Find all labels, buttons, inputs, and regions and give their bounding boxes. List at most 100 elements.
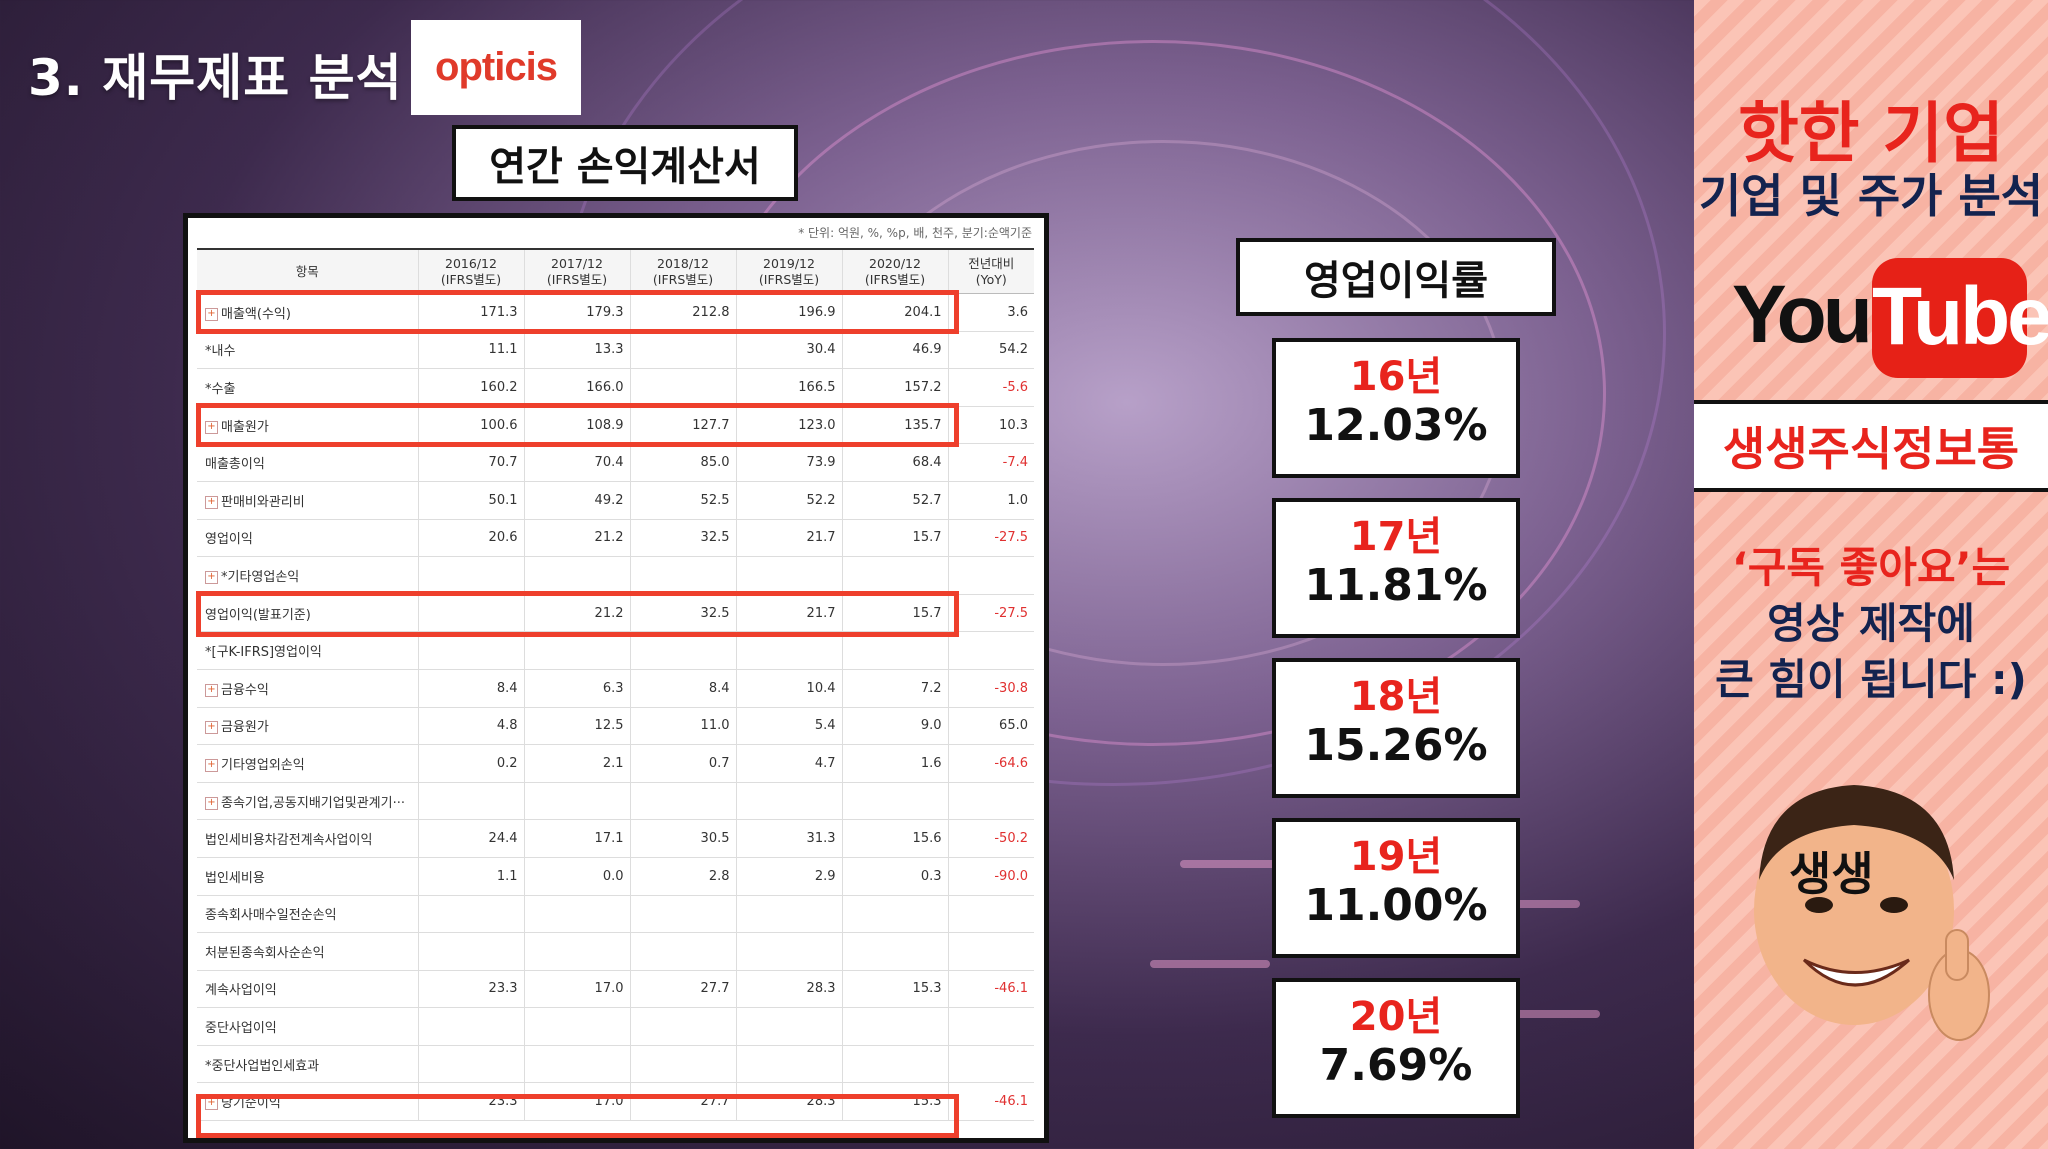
expand-icon[interactable]: + bbox=[205, 758, 218, 772]
column-header: 2019/12 (IFRS별도) bbox=[735, 248, 842, 294]
value-cell bbox=[841, 556, 948, 595]
margin-year: 19년 bbox=[1349, 834, 1443, 880]
value-cell bbox=[841, 1007, 948, 1046]
value-cell bbox=[629, 895, 736, 934]
expand-icon[interactable]: + bbox=[205, 683, 218, 697]
row-label-cell[interactable]: + *기타영업손익 bbox=[197, 556, 418, 595]
column-header-sublabel: (IFRS별도) bbox=[440, 271, 502, 287]
value-cell bbox=[841, 895, 948, 934]
margin-year: 18년 bbox=[1349, 674, 1443, 720]
value-cell bbox=[523, 631, 630, 670]
expand-icon[interactable]: + bbox=[205, 570, 218, 584]
value-cell: 46.9 bbox=[841, 331, 948, 370]
yoy-cell: -90.0 bbox=[947, 857, 1034, 896]
margin-year: 17년 bbox=[1349, 514, 1443, 560]
row-label-cell: 법인세비용 bbox=[197, 857, 418, 896]
expand-icon[interactable]: + bbox=[205, 420, 218, 434]
row-label: *내수 bbox=[205, 344, 236, 360]
margin-value: 11.00% bbox=[1304, 880, 1488, 931]
value-cell bbox=[417, 895, 524, 934]
value-cell: 166.0 bbox=[523, 368, 630, 407]
margin-value: 11.81% bbox=[1304, 560, 1488, 611]
income-statement-table: 항목 2016/12 (IFRS별도) 2017/12 (IFRS별도) 2018/12(… bbox=[197, 248, 1034, 1122]
value-cell: 7.2 bbox=[841, 669, 948, 708]
row-label-cell[interactable]: + 기타영업외손익 bbox=[197, 744, 418, 783]
value-cell: 32.5 bbox=[629, 519, 736, 558]
value-cell: 5.4 bbox=[735, 707, 842, 746]
value-cell: 0.7 bbox=[629, 744, 736, 783]
value-cell: 8.4 bbox=[629, 669, 736, 708]
subscribe-message: ‘구독 좋아요’는 영상 제작에 큰 힘이 됩니다 :) bbox=[1694, 540, 2048, 708]
row-label-cell[interactable]: + 판매비와관리비 bbox=[197, 481, 418, 520]
unit-note: * 단위: 억원, %, %p, 배, 천주, 분기:순액기준 bbox=[798, 226, 1032, 240]
row-label-cell[interactable]: + 매출원가 bbox=[197, 406, 418, 445]
row-label-cell: 계속사업이익 bbox=[197, 970, 418, 1009]
row-label-cell[interactable]: + 당기순이익 bbox=[197, 1082, 418, 1122]
yoy-cell bbox=[947, 631, 1034, 670]
row-label: 당기순이익 bbox=[221, 1096, 281, 1112]
expand-icon[interactable]: + bbox=[205, 796, 218, 810]
row-label: *중단사업법인세효과 bbox=[205, 1058, 320, 1074]
row-label-cell: 매출총이익 bbox=[197, 443, 418, 482]
value-cell bbox=[841, 782, 948, 821]
table-row: + 당기순이익 23.3 17.0 27.7 28.3 15.3 -46.1 bbox=[197, 1082, 1034, 1122]
value-cell bbox=[417, 782, 524, 821]
row-label: 기타영업외손익 bbox=[221, 757, 305, 773]
youtube-logo: You Tube bbox=[1732, 258, 2048, 378]
table-row: + 판매비와관리비 50.1 49.2 52.5 52.2 52.7 1.0 bbox=[197, 481, 1034, 520]
subscribe-quote: ‘구독 좋아요’는 bbox=[1731, 543, 2011, 592]
row-label-cell: 영업이익(발표기준) bbox=[197, 594, 418, 633]
value-cell: 160.2 bbox=[417, 368, 524, 407]
value-cell: 17.1 bbox=[523, 819, 630, 858]
row-label: 매출원가 bbox=[221, 419, 269, 435]
value-cell bbox=[841, 631, 948, 670]
value-cell: 196.9 bbox=[735, 293, 842, 332]
yoy-cell: -7.4 bbox=[947, 443, 1034, 482]
value-cell: 15.3 bbox=[841, 1082, 948, 1122]
operating-margin-box: 19년 11.00% bbox=[1272, 818, 1520, 958]
youtube-you-text: You bbox=[1732, 269, 1873, 360]
value-cell: 9.0 bbox=[841, 707, 948, 746]
expand-icon[interactable]: + bbox=[205, 495, 218, 509]
value-cell: 30.5 bbox=[629, 819, 736, 858]
yoy-cell bbox=[947, 556, 1034, 595]
operating-margin-title: 영업이익률 bbox=[1236, 238, 1556, 316]
table-title: 연간 손익계산서 bbox=[452, 125, 798, 201]
value-cell bbox=[417, 1007, 524, 1046]
column-header: 2020/12 (IFRS별도) bbox=[841, 248, 948, 294]
expand-icon[interactable]: + bbox=[205, 721, 218, 735]
value-cell: 8.4 bbox=[417, 669, 524, 708]
row-label: *수출 bbox=[205, 381, 236, 397]
table-row: 종속회사매수일전순손익 bbox=[197, 895, 1034, 934]
value-cell: 30.4 bbox=[735, 331, 842, 370]
row-label-cell[interactable]: + 종속기업,공동지배기업및관계기··· bbox=[197, 782, 418, 821]
avatar-text: 생생 bbox=[1789, 847, 1874, 901]
value-cell bbox=[523, 1045, 630, 1084]
row-label-cell: *중단사업법인세효과 bbox=[197, 1045, 418, 1084]
row-label-cell[interactable]: + 금융원가 bbox=[197, 707, 418, 746]
row-label: 매출총이익 bbox=[205, 457, 265, 473]
column-header-sublabel: (YoY) bbox=[975, 271, 1007, 287]
expand-icon[interactable]: + bbox=[205, 307, 218, 321]
row-label: 금융원가 bbox=[221, 720, 269, 736]
margin-value: 12.03% bbox=[1304, 400, 1488, 451]
value-cell: 15.6 bbox=[841, 819, 948, 858]
column-header-sublabel: (IFRS별도) bbox=[652, 271, 714, 287]
operating-margin-box: 20년 7.69% bbox=[1272, 978, 1520, 1118]
row-label-cell: 처분된종속회사순손익 bbox=[197, 932, 418, 971]
yoy-cell bbox=[947, 932, 1034, 971]
row-label-cell: 종속회사매수일전순손익 bbox=[197, 895, 418, 934]
value-cell: 212.8 bbox=[629, 293, 736, 332]
yoy-cell bbox=[947, 895, 1034, 934]
operating-margin-box: 16년 12.03% bbox=[1272, 338, 1520, 478]
value-cell: 23.3 bbox=[417, 1082, 524, 1122]
value-cell bbox=[523, 895, 630, 934]
value-cell bbox=[629, 932, 736, 971]
value-cell: 52.7 bbox=[841, 481, 948, 520]
value-cell: 85.0 bbox=[629, 443, 736, 482]
sidebar-title: 핫한 기업 bbox=[1738, 95, 2004, 172]
row-label-cell[interactable]: + 금융수익 bbox=[197, 669, 418, 708]
margin-value: 7.69% bbox=[1319, 1040, 1473, 1091]
value-cell: 68.4 bbox=[841, 443, 948, 482]
value-cell bbox=[629, 1045, 736, 1084]
